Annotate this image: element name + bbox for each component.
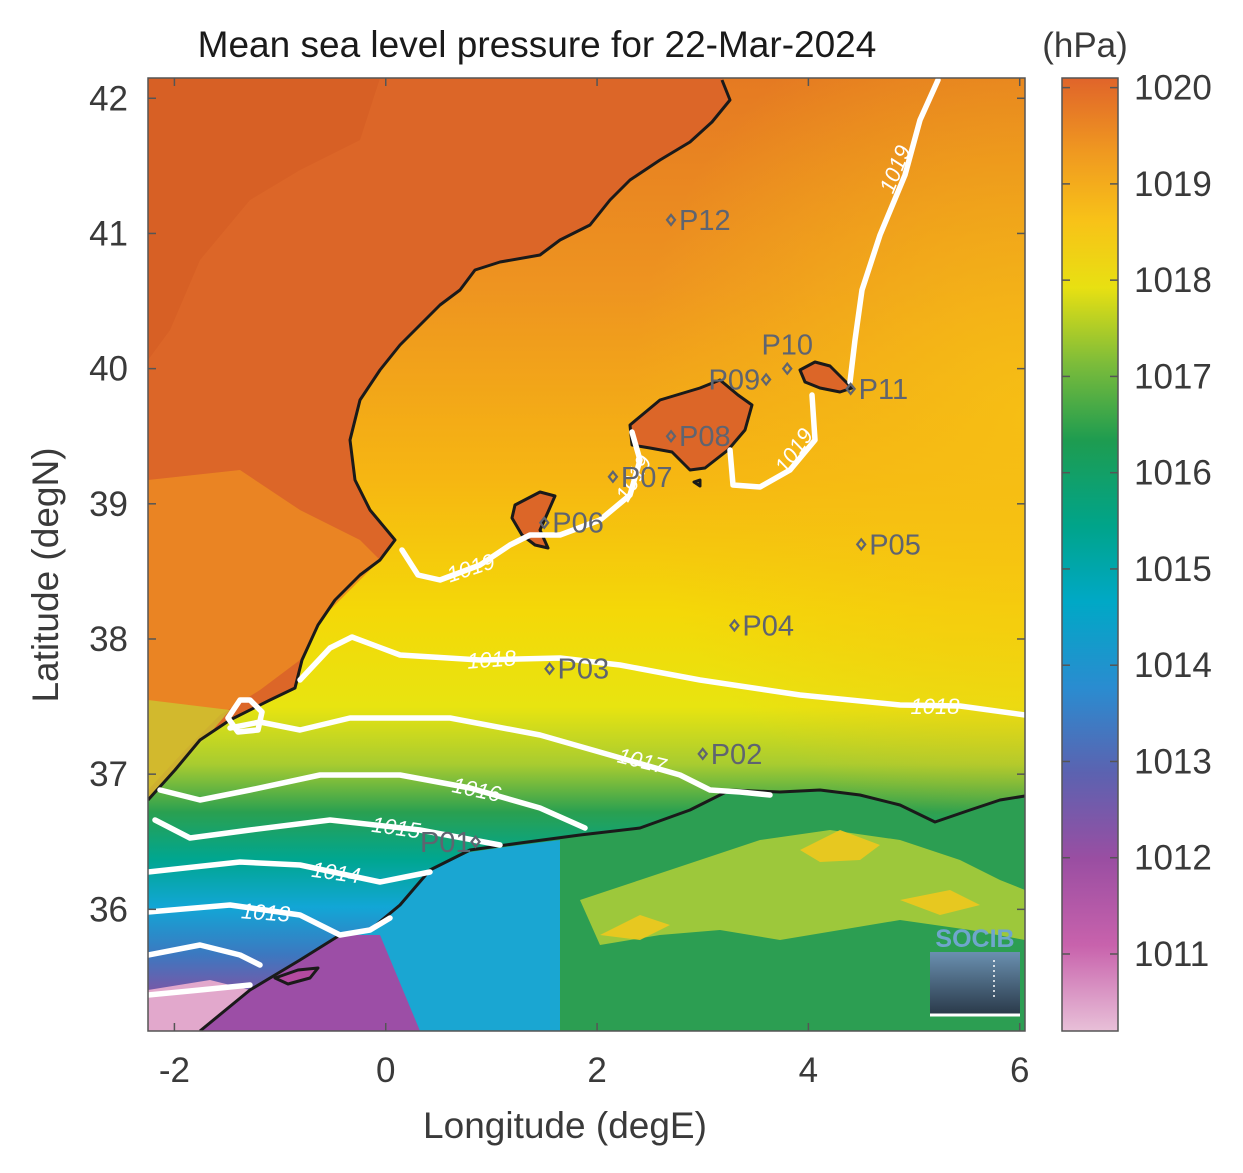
isobar-1017 <box>227 715 773 798</box>
colorbar-ramp <box>1061 77 1119 1032</box>
station-label-p06: P06 <box>552 508 604 540</box>
station-marker-p08 <box>665 429 677 443</box>
colorbar-ticks: 1011 1012 1013 1014 1015 1016 1017 1018 1019 1020 <box>1062 69 1212 974</box>
station-label-p02: P02 <box>711 739 763 771</box>
y-tick-label: 40 <box>89 350 128 389</box>
y-tick-label: 42 <box>89 79 128 118</box>
colorbar-tick-label: 1019 <box>1134 165 1212 204</box>
station-label-p07: P07 <box>621 462 673 494</box>
colorbar-tick-label: 1011 <box>1134 935 1209 974</box>
map-area: 1013 1014 1015 1016 1017 1018 1018 1019 … <box>148 78 1025 1031</box>
station-label-p01: P01 <box>420 827 472 859</box>
coastline-ibiza <box>510 490 557 550</box>
station-label-p10: P10 <box>761 330 813 362</box>
y-tick-label: 41 <box>89 214 128 253</box>
station-label-p09: P09 <box>709 364 761 396</box>
isobar-1016 <box>157 772 588 831</box>
isobar-1019-south <box>399 429 643 583</box>
station-marker-p02 <box>697 747 709 761</box>
y-tick-label: 37 <box>89 755 128 794</box>
station-marker-p11 <box>845 382 857 396</box>
y-axis-ticks: 36 37 38 39 40 41 42 <box>89 79 1025 929</box>
y-tick-label: 39 <box>89 485 128 524</box>
colorbar-unit: (hPa) <box>1042 26 1128 65</box>
coastline-cabrera <box>692 478 702 488</box>
land-africa-far-west <box>200 935 420 1031</box>
isobar-1013-south <box>148 942 263 968</box>
x-tick-label: 2 <box>587 1051 606 1090</box>
isobar-1015 <box>152 817 503 848</box>
land-mallorca <box>630 380 752 470</box>
station-marker-p10 <box>781 361 793 376</box>
station-marker-p07 <box>607 470 619 484</box>
colorbar-tick-label: 1017 <box>1134 357 1212 396</box>
contour-label: 1018 <box>911 694 961 719</box>
colorbar-tick-label: 1013 <box>1134 742 1212 781</box>
station-marker-p09 <box>760 372 772 387</box>
x-axis-ticks: -2 0 2 4 6 <box>159 78 1029 1090</box>
coastline-alboran <box>273 966 320 986</box>
station-marker-p03 <box>544 661 555 676</box>
colorbar-tick-label: 1020 <box>1134 69 1212 108</box>
station-marker-p04 <box>729 618 740 633</box>
coastline-mallorca <box>628 378 754 472</box>
isobar-1018 <box>297 634 1025 718</box>
y-axis-label: Latitude (degN) <box>25 447 66 702</box>
x-tick-label: 6 <box>1010 1051 1029 1090</box>
isobar-1019-north <box>847 78 941 385</box>
colorbar-tick-label: 1014 <box>1134 646 1212 685</box>
land-africa-highlands <box>580 830 1025 945</box>
plot-frame <box>147 77 1026 1032</box>
land-africa-mountains <box>600 830 980 940</box>
station-label-p04: P04 <box>742 610 794 642</box>
colorbar-tick-label: 1012 <box>1134 839 1212 878</box>
station-marker-p12 <box>665 213 677 227</box>
station-marker-p05 <box>855 537 867 552</box>
colorbar-tick-label: 1016 <box>1134 454 1212 493</box>
station-label-p11: P11 <box>859 374 908 406</box>
socib-logo: SOCIB <box>930 925 1020 1017</box>
x-axis-label: Longitude (degE) <box>423 1105 707 1146</box>
isobar-1013-low <box>148 982 253 998</box>
station-label-p08: P08 <box>679 421 731 453</box>
coastline-menorca <box>798 360 854 394</box>
x-tick-label: 0 <box>376 1051 395 1090</box>
land-alboran <box>275 968 318 984</box>
station-marker-p01 <box>470 834 481 849</box>
colorbar-tick-label: 1018 <box>1134 261 1212 300</box>
y-tick-label: 36 <box>89 890 128 929</box>
y-tick-label: 38 <box>89 620 128 659</box>
isobar-1019-menorca <box>727 392 818 490</box>
colorbar: 1011 1012 1013 1014 1015 1016 1017 1018 1019 1020… <box>1042 26 1212 1032</box>
chart-title: Mean sea level pressure for 22-Mar-2024 <box>198 24 877 65</box>
isobar-1013 <box>148 902 393 938</box>
x-tick-label: 4 <box>799 1051 818 1090</box>
coastline-iberia <box>148 79 732 802</box>
colorbar-tick-label: 1015 <box>1134 550 1212 589</box>
station-label-p12: P12 <box>679 205 731 237</box>
station-marker-p06 <box>538 515 550 530</box>
logo-panel <box>930 952 1020 1014</box>
logo-text: SOCIB <box>935 925 1014 953</box>
station-label-p03: P03 <box>558 654 610 686</box>
contour-label: 1013 <box>240 898 291 926</box>
x-tick-label: -2 <box>159 1051 190 1090</box>
contour-label: 1018 <box>466 645 517 673</box>
land-highlands <box>148 78 380 360</box>
isobar-1014 <box>148 859 433 885</box>
station-label-p05: P05 <box>869 529 921 561</box>
isobar-1017-loop <box>225 697 265 735</box>
isobars <box>148 78 1025 998</box>
